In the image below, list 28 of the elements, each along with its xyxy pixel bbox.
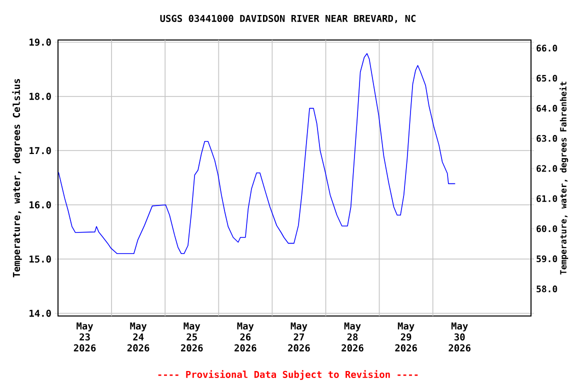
y2-tick-label: 58.0 [536, 286, 558, 292]
x-tick-label: May 27 2026 [288, 322, 310, 352]
y2-tick-label: 61.0 [536, 195, 558, 202]
y2-tick-label: 60.0 [536, 225, 558, 232]
x-tick-label: May 28 2026 [342, 322, 364, 352]
x-tick-label: May 24 2026 [127, 322, 150, 352]
text: ---- Provisional Data Subject to Revision ---- [158, 370, 418, 380]
chart-title: USGS 03441000 DAVIDSON RIVER NEAR BREVARD, NC [160, 14, 416, 24]
y2-tick-label: 65.0 [536, 74, 558, 82]
y-tick-label: 15.0 [30, 255, 51, 263]
y-axis-title: Temperature, water, degrees Celsius [12, 79, 22, 278]
x-tick-label: May 29 2026 [395, 322, 417, 352]
x-tick-label: May 30 2026 [448, 322, 470, 352]
x-tick-label: May 26 2026 [234, 322, 256, 352]
y-tick-label: 14.0 [30, 310, 51, 317]
y-tick-label: 19.0 [30, 38, 51, 46]
x-tick-label: May 23 2026 [74, 322, 96, 352]
y2-tick-label: 64.0 [536, 104, 558, 112]
y2-tick-label: 66.0 [536, 44, 558, 52]
y-tick-label: 17.0 [30, 147, 51, 154]
y2-axis-title: Temperature, water, degrees Fahrenheit [559, 82, 568, 274]
line-series [58, 53, 456, 254]
y2-tick-label: 63.0 [536, 135, 558, 142]
y2-tick-label: 59.0 [536, 255, 558, 262]
y-tick-label: 16.0 [30, 201, 51, 208]
y2-tick-label: 62.0 [536, 165, 558, 172]
x-tick-label: May 25 2026 [181, 322, 203, 352]
y-tick-label: 18.0 [30, 92, 51, 100]
